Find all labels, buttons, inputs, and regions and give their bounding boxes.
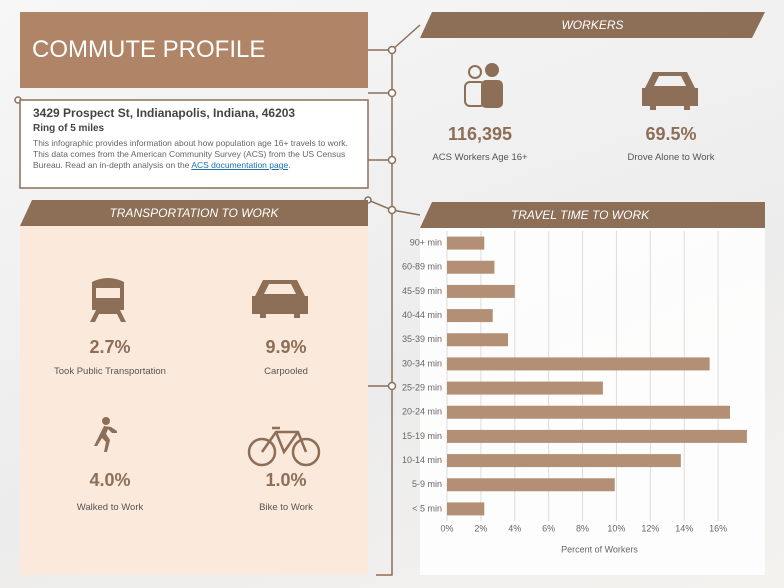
doc-link[interactable]: ACS documentation page: [191, 160, 289, 170]
stat-label: Bike to Work: [259, 502, 313, 513]
transportation-title: TRANSPORTATION TO WORK: [109, 206, 279, 220]
stat-value: 116,395: [447, 124, 513, 144]
x-tick-label: 8%: [576, 523, 589, 533]
y-tick-label: < 5 min: [412, 503, 442, 513]
bar: [447, 333, 508, 347]
y-tick-label: 30-34 min: [402, 358, 442, 368]
stat-value: 1.0%: [265, 470, 307, 490]
chart-title: TRAVEL TIME TO WORK: [510, 208, 650, 222]
bar: [447, 502, 485, 516]
bar: [447, 357, 710, 371]
description-end: .: [288, 160, 291, 170]
stat-label: Took Public Transportation: [54, 366, 166, 377]
x-tick-label: 6%: [542, 523, 555, 533]
bar: [447, 236, 485, 250]
description: This infographic provides information ab…: [33, 138, 353, 171]
bar: [447, 260, 495, 274]
stat-label: Carpooled: [264, 366, 308, 377]
y-tick-label: 60-89 min: [402, 262, 442, 272]
x-tick-label: 4%: [508, 523, 521, 533]
x-axis-label: Percent of Workers: [561, 544, 638, 554]
y-tick-label: 20-24 min: [402, 407, 442, 417]
y-tick-label: 25-29 min: [402, 382, 442, 392]
stat-value: 4.0%: [89, 470, 131, 490]
bar: [447, 429, 747, 443]
x-tick-label: 14%: [675, 523, 693, 533]
stat-value: 69.5%: [645, 124, 697, 144]
y-tick-label: 90+ min: [410, 237, 442, 247]
page-title: COMMUTE PROFILE: [32, 36, 266, 63]
y-tick-label: 35-39 min: [402, 334, 442, 344]
bar: [447, 284, 515, 298]
bar: [447, 478, 615, 492]
y-tick-label: 5-9 min: [412, 479, 442, 489]
stat-label: ACS Workers Age 16+: [432, 152, 528, 163]
stat-label: Walked to Work: [76, 502, 144, 513]
bar: [447, 309, 493, 323]
stat-value: 2.7%: [89, 337, 131, 357]
stat-label: Drove Alone to Work: [627, 152, 715, 163]
bar: [447, 405, 730, 419]
x-tick-label: 16%: [709, 523, 727, 533]
bar: [447, 454, 681, 468]
x-tick-label: 10%: [607, 523, 625, 533]
y-tick-label: 10-14 min: [402, 455, 442, 465]
workers-title: WORKERS: [561, 18, 624, 32]
bar: [447, 381, 603, 395]
y-tick-label: 15-19 min: [402, 431, 442, 441]
stat-value: 9.9%: [265, 337, 307, 357]
address: 3429 Prospect St, Indianapolis, Indiana,…: [33, 106, 296, 120]
x-tick-label: 2%: [474, 523, 487, 533]
y-tick-label: 40-44 min: [402, 310, 442, 320]
x-tick-label: 0%: [440, 523, 453, 533]
ring: Ring of 5 miles: [33, 123, 105, 134]
description-text: This infographic provides information ab…: [33, 138, 348, 170]
y-tick-label: 45-59 min: [402, 286, 442, 296]
x-tick-label: 12%: [641, 523, 659, 533]
